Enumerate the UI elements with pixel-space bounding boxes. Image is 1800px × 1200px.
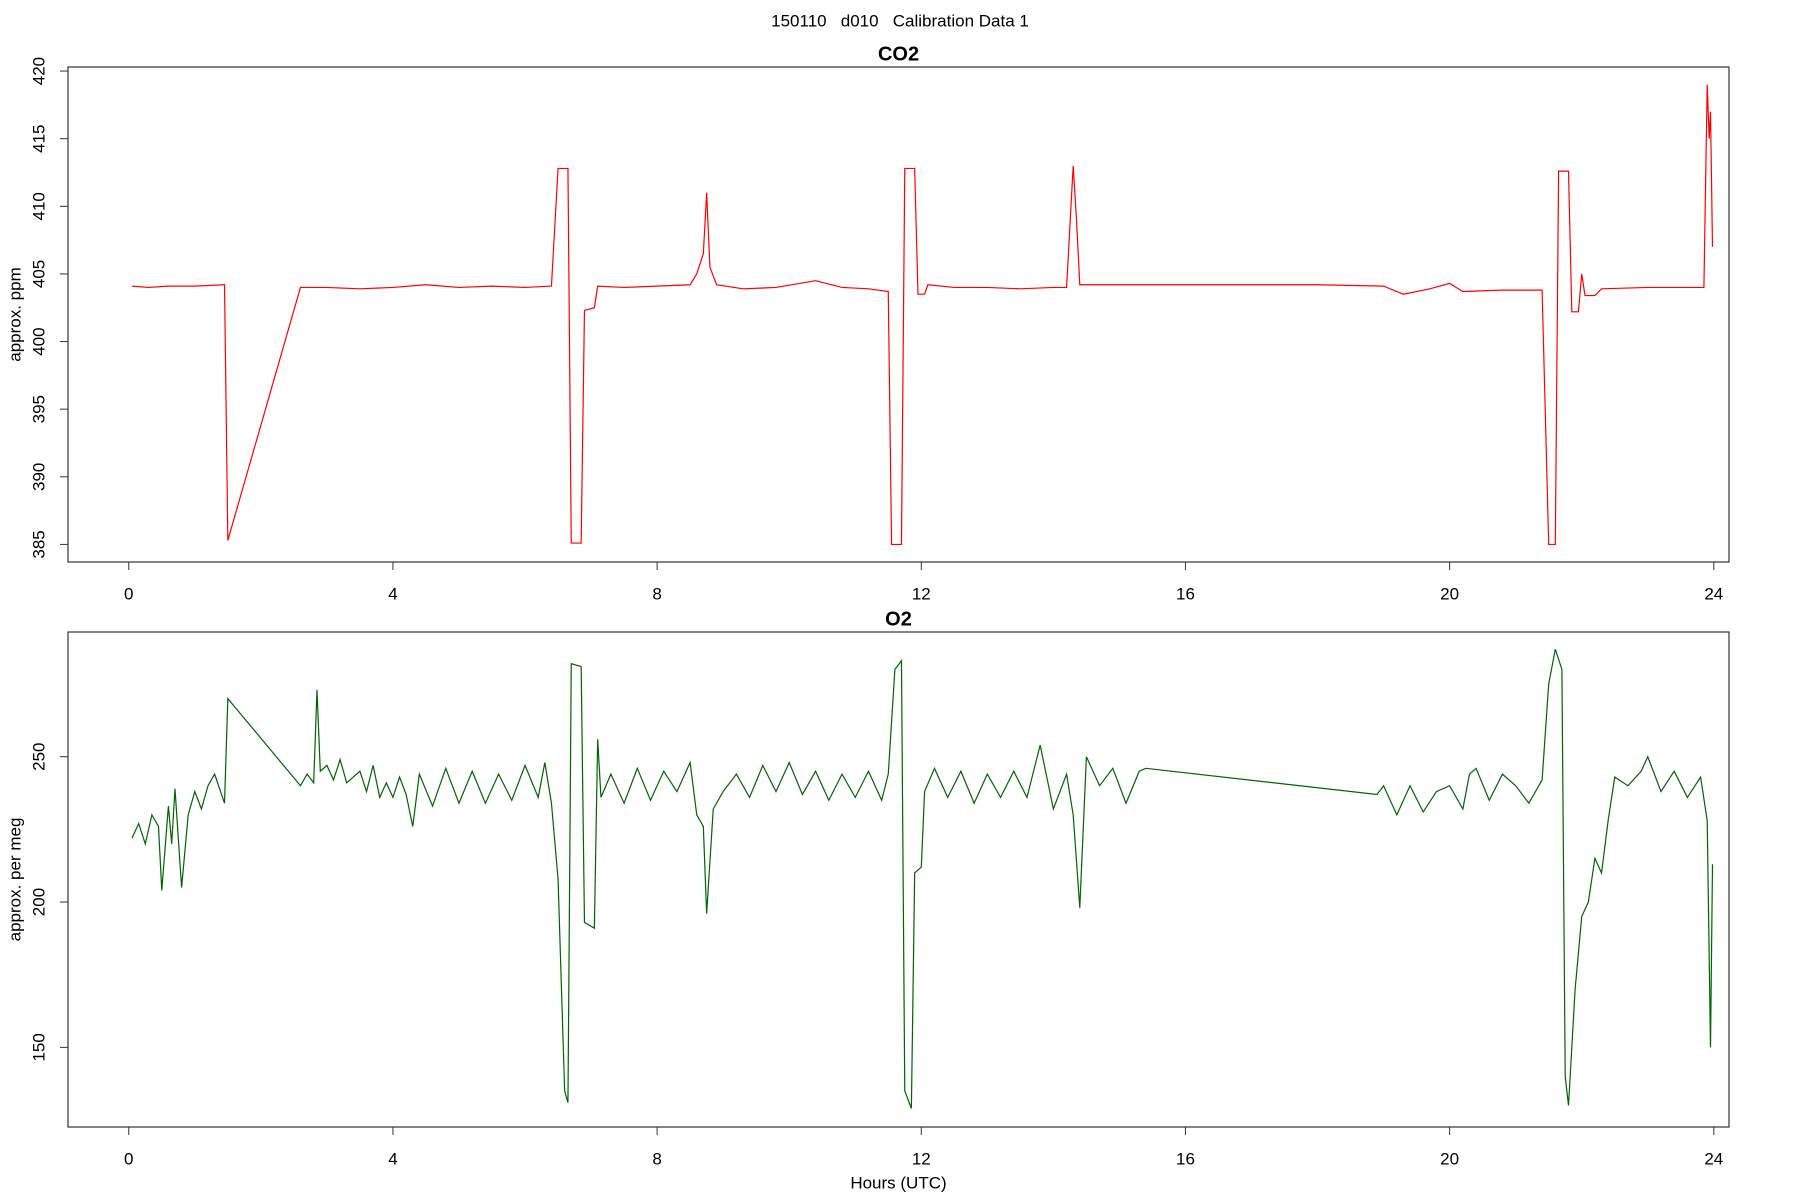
data-line [131,648,1714,1109]
y-tick-label: 410 [29,192,48,220]
x-tick-label: 20 [1440,1149,1459,1168]
y-tick-label: 395 [29,395,48,423]
x-tick-label: 4 [388,1149,397,1168]
y-tick-label: 250 [29,743,48,771]
y-tick-label: 400 [29,327,48,355]
y-tick-label: 385 [29,530,48,558]
y-tick-label: 200 [29,888,48,916]
plot-frame [67,631,1730,1128]
x-tick-label: 12 [912,1149,931,1168]
panel-title: O2 [885,608,912,630]
x-tick-label: 20 [1440,584,1459,603]
y-tick-label: 420 [29,57,48,85]
x-tick-label: 0 [124,1149,133,1168]
y-tick-label: 415 [29,124,48,152]
figure-title: 150110 d010 Calibration Data 1 [771,11,1029,30]
data-line [132,84,1714,546]
y-axis-label: approx. per meg [5,818,24,942]
y-tick-label: 150 [29,1033,48,1061]
x-tick-label: 16 [1176,1149,1195,1168]
x-tick-label: 24 [1704,584,1723,603]
y-axis-label: approx. ppm [5,267,24,362]
panel-title: CO2 [878,43,919,65]
plot-frame [67,66,1730,563]
y-tick-label: 390 [29,463,48,491]
y-tick-label: 405 [29,260,48,288]
x-tick-label: 24 [1704,1149,1723,1168]
x-tick-label: 12 [912,584,931,603]
x-tick-label: 4 [388,584,397,603]
x-tick-label: 0 [124,584,133,603]
x-tick-label: 16 [1176,584,1195,603]
x-axis-label: Hours (UTC) [850,1173,946,1192]
x-tick-label: 8 [652,584,661,603]
x-tick-label: 8 [652,1149,661,1168]
